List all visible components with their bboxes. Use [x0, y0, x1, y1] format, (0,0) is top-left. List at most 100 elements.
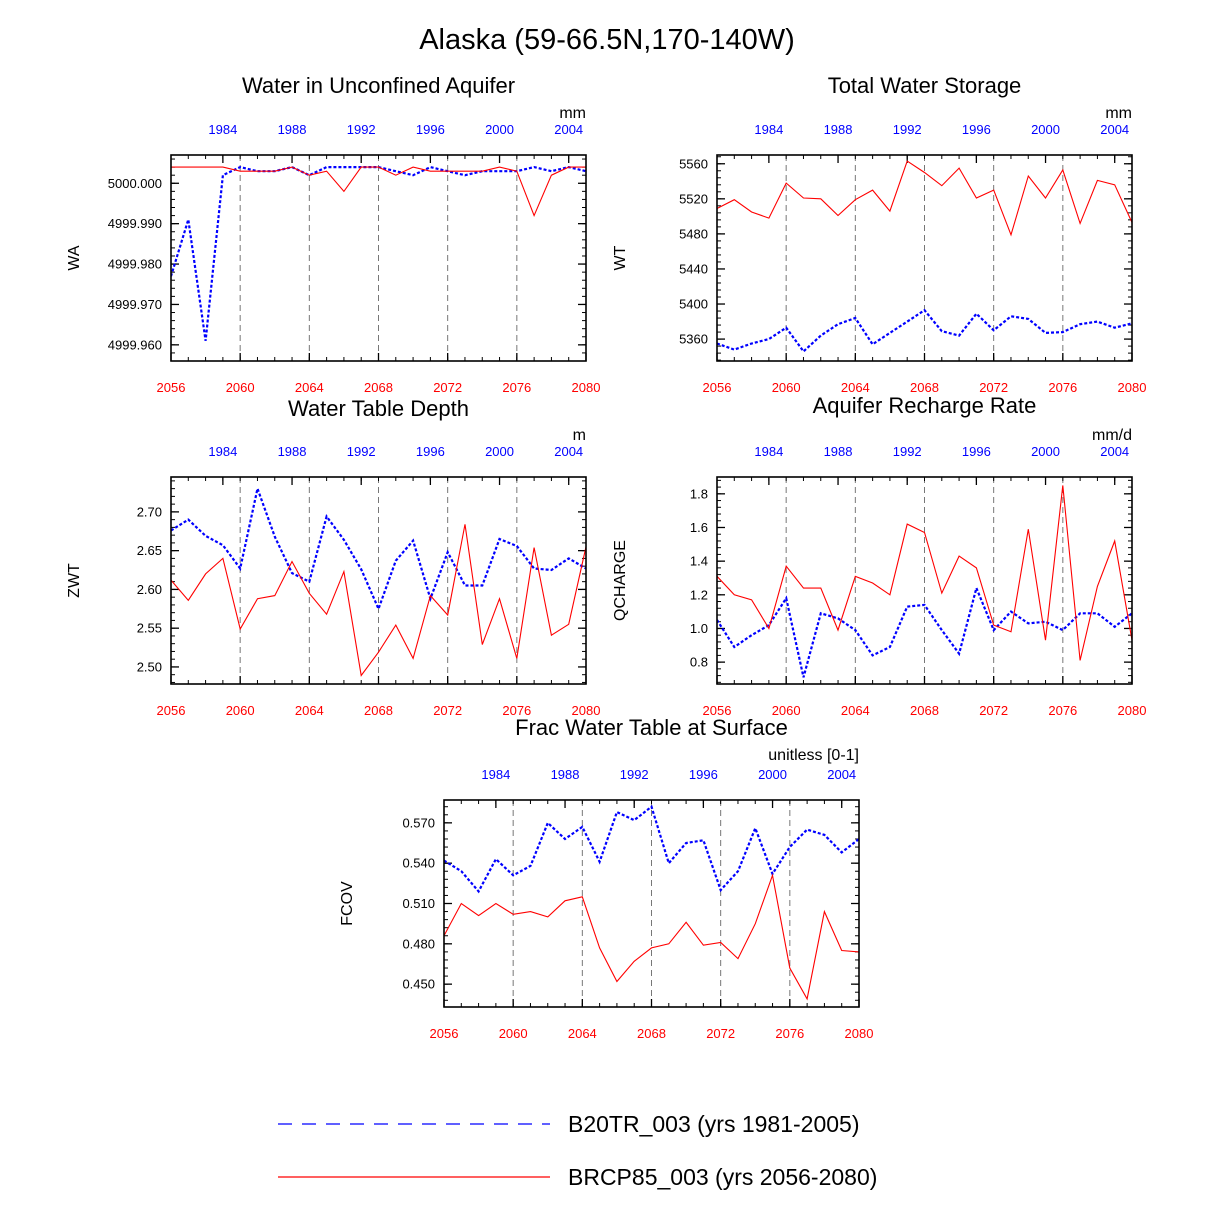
y-tick-label: 2.60	[137, 582, 162, 597]
x-tick-label-bottom: 2076	[502, 703, 531, 718]
x-tick-label-top: 1984	[754, 122, 783, 137]
x-tick-label-top: 1996	[416, 444, 445, 459]
y-tick-label: 5440	[679, 261, 708, 276]
units-label: m	[573, 427, 586, 444]
y-tick-label: 5520	[679, 191, 708, 206]
panel-frame	[716, 154, 1133, 362]
x-tick-label-bottom: 2076	[1048, 703, 1077, 718]
figure-title: Alaska (59-66.5N,170-140W)	[419, 24, 795, 56]
x-tick-label-bottom: 2080	[572, 380, 601, 395]
x-tick-label-top: 1984	[754, 444, 783, 459]
x-tick-label-top: 2004	[827, 767, 856, 782]
x-tick-label-top: 1996	[689, 767, 718, 782]
x-tick-label-bottom: 2064	[568, 1026, 597, 1041]
x-tick-label-top: 2000	[758, 767, 787, 782]
x-tick-label-bottom: 2072	[979, 380, 1008, 395]
x-tick-label-bottom: 2072	[433, 380, 462, 395]
x-tick-label-bottom: 2072	[706, 1026, 735, 1041]
panel-title: Water Table Depth	[288, 396, 469, 421]
series-line-future	[171, 524, 586, 677]
legend: B20TR_003 (yrs 1981-2005) BRCP85_003 (yr…	[278, 1111, 877, 1190]
x-tick-label-top: 1992	[893, 444, 922, 459]
y-tick-label: 0.8	[690, 655, 708, 670]
x-tick-label-bottom: 2080	[1118, 703, 1147, 718]
x-tick-label-top: 1988	[278, 122, 307, 137]
units-label: mm	[1105, 105, 1132, 122]
x-tick-label-bottom: 2080	[572, 703, 601, 718]
series-line-historical	[171, 484, 586, 612]
x-tick-label-bottom: 2068	[364, 380, 393, 395]
x-tick-label-bottom: 2068	[910, 703, 939, 718]
series-line-historical	[171, 165, 586, 341]
x-tick-label-top: 2004	[1100, 122, 1129, 137]
y-tick-label: 1.8	[690, 486, 708, 501]
x-tick-label-top: 1984	[481, 767, 510, 782]
y-tick-label: 0.450	[402, 977, 435, 992]
series-line-future	[717, 485, 1132, 661]
x-tick-label-top: 2000	[485, 444, 514, 459]
series-line-future	[717, 160, 1132, 237]
x-tick-label-bottom: 2076	[1048, 380, 1077, 395]
x-tick-label-bottom: 2080	[845, 1026, 874, 1041]
y-tick-label: 4999.970	[108, 297, 162, 312]
series-line-historical	[717, 584, 1132, 678]
y-axis-label: QCHARGE	[612, 540, 629, 621]
y-tick-label: 0.540	[402, 856, 435, 871]
y-tick-label: 2.50	[137, 659, 162, 674]
x-tick-label-top: 1992	[347, 444, 376, 459]
panel-frame	[170, 154, 587, 362]
x-tick-label-bottom: 2060	[226, 703, 255, 718]
series-line-future	[444, 873, 859, 1001]
units-label: unitless [0-1]	[768, 747, 859, 764]
y-tick-label: 1.4	[690, 554, 708, 569]
x-tick-label-top: 1996	[962, 444, 991, 459]
x-tick-label-bottom: 2056	[703, 380, 732, 395]
legend-label-future: BRCP85_003 (yrs 2056-2080)	[568, 1164, 877, 1190]
x-tick-label-top: 2004	[1100, 444, 1129, 459]
panels-group: Water in Unconfined Aquifer mm WA 4999.960 4…	[66, 73, 1146, 1041]
x-tick-label-top: 1992	[347, 122, 376, 137]
y-tick-label: 2.65	[137, 543, 162, 558]
panel-5: Frac Water Table at Surface unitless [0-1…	[339, 715, 873, 1041]
x-tick-label-bottom: 2076	[775, 1026, 804, 1041]
x-tick-label-bottom: 2060	[499, 1026, 528, 1041]
x-tick-label-top: 1988	[278, 444, 307, 459]
x-tick-label-top: 1984	[208, 444, 237, 459]
x-tick-label-bottom: 2060	[772, 703, 801, 718]
y-tick-label: 4999.980	[108, 257, 162, 272]
y-tick-label: 5560	[679, 156, 708, 171]
y-axis-label: WT	[612, 245, 629, 270]
x-tick-label-top: 2004	[554, 444, 583, 459]
y-tick-label: 1.6	[690, 520, 708, 535]
panel-4: Aquifer Recharge Rate mm/d QCHARGE 0.8 1.0 1.…	[612, 393, 1146, 718]
y-tick-label: 0.510	[402, 896, 435, 911]
y-axis-label: FCOV	[339, 881, 356, 926]
x-tick-label-bottom: 2076	[502, 380, 531, 395]
x-tick-label-bottom: 2060	[772, 380, 801, 395]
x-tick-label-bottom: 2056	[703, 703, 732, 718]
x-tick-label-bottom: 2068	[637, 1026, 666, 1041]
y-tick-label: 0.480	[402, 936, 435, 951]
y-tick-label: 2.55	[137, 621, 162, 636]
x-tick-label-top: 2000	[1031, 122, 1060, 137]
y-axis-label: WA	[66, 245, 83, 271]
x-tick-label-bottom: 2056	[157, 380, 186, 395]
x-tick-label-bottom: 2064	[841, 380, 870, 395]
x-tick-label-top: 1988	[824, 122, 853, 137]
panel-frame	[716, 476, 1133, 685]
y-tick-label: 4999.990	[108, 216, 162, 231]
panel-2: Total Water Storage mm WT 5360 5400 5440 5480 5…	[612, 73, 1146, 395]
series-line-historical	[717, 308, 1132, 354]
units-label: mm/d	[1092, 427, 1132, 444]
series-line-future	[171, 166, 586, 218]
y-tick-label: 5000.000	[108, 176, 162, 191]
x-tick-label-top: 2004	[554, 122, 583, 137]
panel-3: Water Table Depth m ZWT 2.50 2.55 2.60 2.65 2.7…	[66, 396, 600, 718]
x-tick-label-bottom: 2072	[979, 703, 1008, 718]
x-tick-label-bottom: 2060	[226, 380, 255, 395]
y-tick-label: 1.0	[690, 621, 708, 636]
x-tick-label-bottom: 2056	[430, 1026, 459, 1041]
x-tick-label-bottom: 2068	[910, 380, 939, 395]
x-tick-label-top: 1988	[551, 767, 580, 782]
panel-title: Total Water Storage	[828, 73, 1022, 98]
